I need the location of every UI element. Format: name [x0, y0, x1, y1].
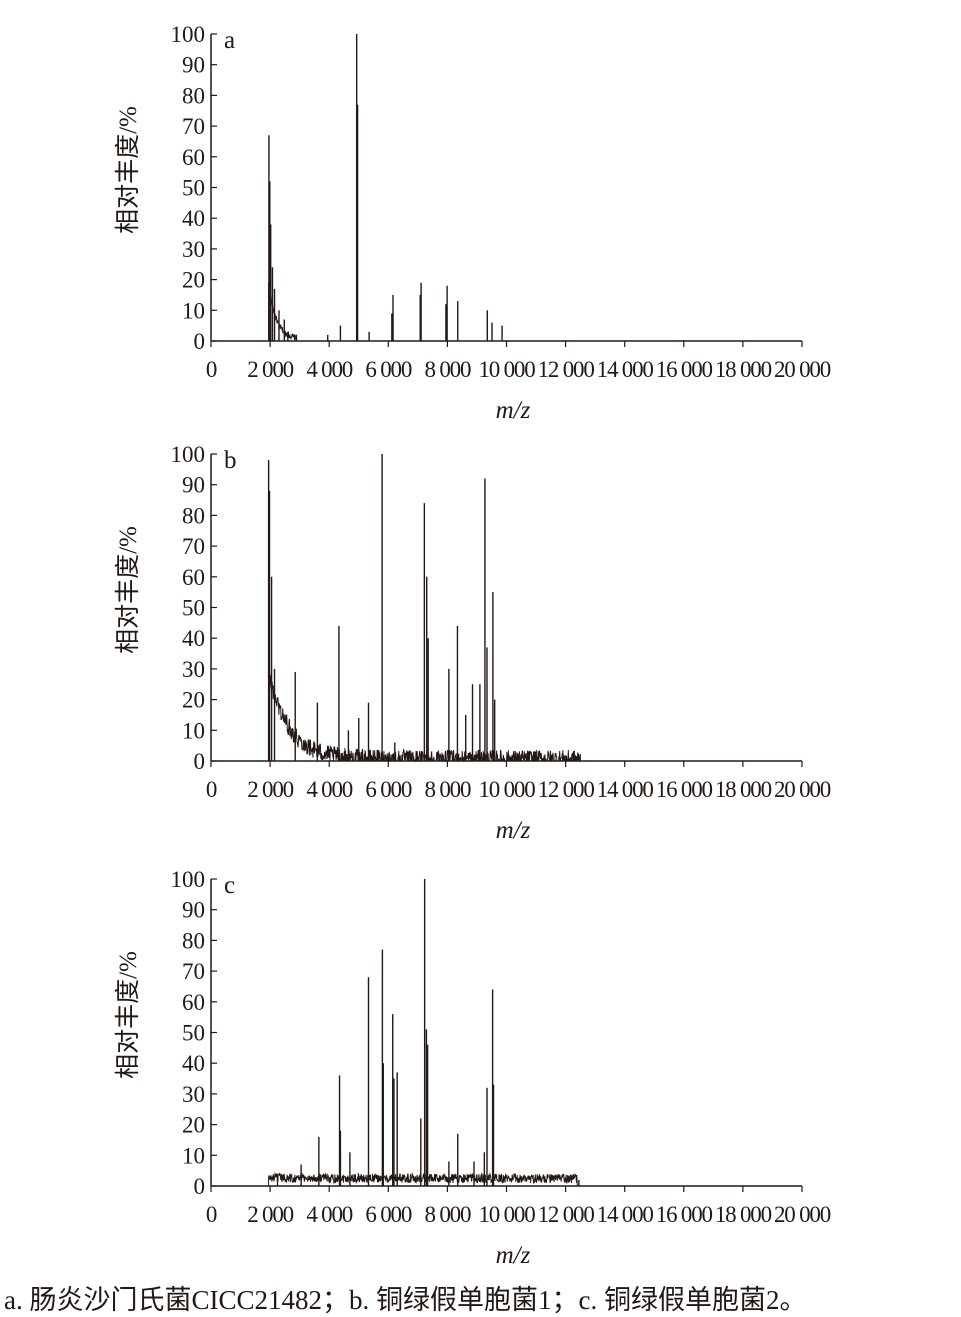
x-tick-label: 20 000 [774, 777, 831, 802]
x-tick-label: 10 000 [478, 1202, 535, 1227]
y-tick-label: 10 [182, 718, 205, 743]
y-tick-label: 100 [171, 22, 206, 47]
y-tick-label: 10 [182, 1143, 205, 1168]
x-tick-label: 20 000 [774, 1202, 831, 1227]
x-tick-label: 14 000 [597, 357, 654, 382]
x-tick-label: 4 000 [306, 357, 352, 382]
y-tick-label: 20 [182, 688, 205, 713]
x-tick-label: 16 000 [656, 777, 713, 802]
y-tick-label: 30 [182, 237, 205, 262]
panel-letter: b [224, 447, 237, 474]
y-tick-label: 20 [182, 268, 205, 293]
chart-panel-b: 0 10 20 30 40 50 60 70 80 90 100 0 2 000 4 000 6 000 8 … [0, 420, 961, 844]
chart-panel-c: 0 10 20 30 40 50 60 70 80 90 100 0 2 000 4 000 6 000 8 … [0, 845, 961, 1269]
x-tick-label: 2 000 [247, 1202, 293, 1227]
y-tick-label: 60 [182, 990, 205, 1015]
x-tick-label: 0 [206, 777, 217, 802]
x-tick-label: 14 000 [597, 1202, 654, 1227]
x-tick-label: 2 000 [247, 357, 293, 382]
x-tick-label: 6 000 [365, 357, 411, 382]
x-axis-title: m/z [496, 397, 531, 424]
y-tick-label: 70 [182, 114, 205, 139]
x-tick-label: 6 000 [365, 1202, 411, 1227]
y-tick-label: 50 [182, 596, 205, 621]
y-tick-label: 80 [182, 503, 205, 528]
chart-panel-a: 0 10 20 30 40 50 60 70 80 90 100 0 2 000 4 000 6 000 8 … [0, 0, 961, 424]
x-tick-label: 10 000 [478, 777, 535, 802]
y-tick-label: 20 [182, 1113, 205, 1138]
y-tick-label: 40 [182, 626, 205, 651]
x-tick-label: 0 [206, 1202, 217, 1227]
y-tick-label: 90 [182, 898, 205, 923]
x-tick-label: 10 000 [478, 357, 535, 382]
y-tick-label: 80 [182, 83, 205, 108]
x-tick-label: 12 000 [538, 357, 595, 382]
y-axis-title: 相对丰度/% [114, 526, 142, 654]
x-tick-label: 12 000 [538, 777, 595, 802]
x-axis-title: m/z [496, 817, 531, 844]
x-tick-label: 4 000 [306, 777, 352, 802]
x-axis-title: m/z [496, 1242, 531, 1269]
x-tick-label: 16 000 [656, 357, 713, 382]
y-tick-label: 90 [182, 53, 205, 78]
y-tick-label: 40 [182, 1051, 205, 1076]
x-tick-label: 0 [206, 357, 217, 382]
y-tick-label: 40 [182, 206, 205, 231]
chart-b-svg: 0 10 20 30 40 50 60 70 80 90 100 0 2 000 4 000 6 000 8 … [114, 442, 832, 844]
figure-caption: a. 肠炎沙门氏菌CICC21482；b. 铜绿假单胞菌1；c. 铜绿假单胞菌2… [4, 1285, 807, 1315]
y-tick-label: 50 [182, 1021, 205, 1046]
y-tick-label: 80 [182, 928, 205, 953]
y-tick-label: 90 [182, 473, 205, 498]
panel-letter: a [224, 27, 235, 54]
spectrum-baseline [268, 1171, 578, 1187]
y-tick-label: 50 [182, 176, 205, 201]
x-tick-label: 14 000 [597, 777, 654, 802]
chart-c-svg: 0 10 20 30 40 50 60 70 80 90 100 0 2 000 4 000 6 000 8 … [114, 867, 832, 1269]
y-tick-label: 0 [194, 329, 206, 354]
y-axis-title: 相对丰度/% [114, 951, 142, 1079]
chart-a-svg: 0 10 20 30 40 50 60 70 80 90 100 0 2 000 4 000 6 000 8 … [114, 22, 832, 424]
y-tick-label: 70 [182, 959, 205, 984]
x-tick-label: 8 000 [425, 777, 471, 802]
x-tick-label: 12 000 [538, 1202, 595, 1227]
x-tick-label: 4 000 [306, 1202, 352, 1227]
y-tick-label: 100 [171, 442, 206, 467]
x-tick-label: 18 000 [715, 1202, 772, 1227]
y-tick-label: 10 [182, 298, 205, 323]
y-tick-label: 30 [182, 657, 205, 682]
panel-letter: c [224, 872, 235, 899]
x-tick-label: 8 000 [425, 1202, 471, 1227]
y-tick-label: 0 [194, 749, 206, 774]
x-tick-label: 20 000 [774, 357, 831, 382]
y-tick-label: 0 [194, 1174, 206, 1199]
x-tick-label: 2 000 [247, 777, 293, 802]
y-tick-label: 60 [182, 565, 205, 590]
y-tick-label: 100 [171, 867, 206, 892]
y-tick-label: 70 [182, 534, 205, 559]
y-tick-label: 30 [182, 1082, 205, 1107]
y-axis-title: 相对丰度/% [114, 106, 142, 234]
x-tick-label: 18 000 [715, 777, 772, 802]
x-tick-label: 16 000 [656, 1202, 713, 1227]
x-tick-label: 8 000 [425, 357, 471, 382]
y-tick-label: 60 [182, 145, 205, 170]
x-tick-label: 18 000 [715, 357, 772, 382]
x-tick-label: 6 000 [365, 777, 411, 802]
